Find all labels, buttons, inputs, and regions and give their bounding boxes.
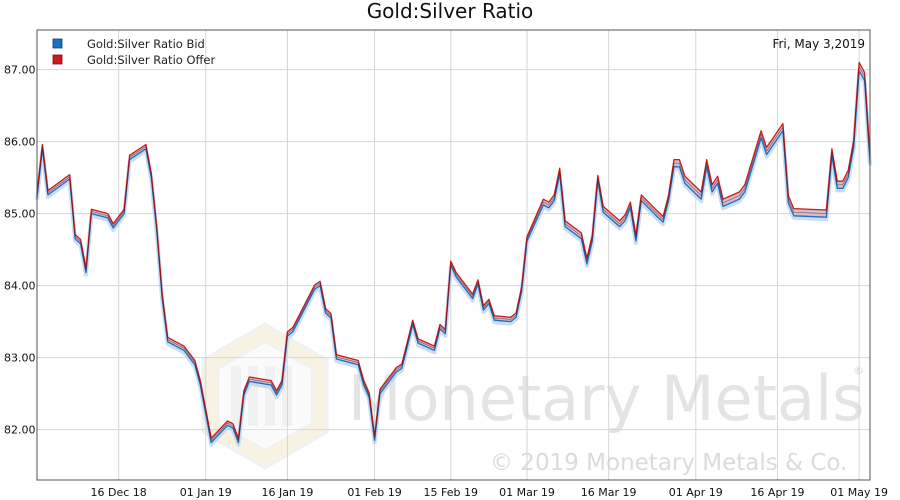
legend-swatch-bid xyxy=(52,38,63,49)
x-tick-label: 01 Jan 19 xyxy=(180,486,232,499)
date-label: Fri, May 3,2019 xyxy=(772,37,865,51)
x-tick-label: 01 May 19 xyxy=(830,486,888,499)
x-tick-label: 15 Feb 19 xyxy=(424,486,478,499)
plot-frame xyxy=(36,29,871,481)
series-line-offer xyxy=(36,61,871,439)
series-line-bid xyxy=(36,70,871,444)
x-tick-label: 16 Jan 19 xyxy=(261,486,313,499)
legend: Gold:Silver Ratio Bid Gold:Silver Ratio … xyxy=(52,37,216,67)
grid-lines xyxy=(37,30,870,480)
x-tick-label: 01 Feb 19 xyxy=(347,486,401,499)
y-tick-label: 86.00 xyxy=(4,136,36,149)
y-tick-label: 85.00 xyxy=(4,208,36,221)
watermark-brand: Monetary Metals xyxy=(348,362,865,435)
y-tick-label: 87.00 xyxy=(4,64,36,77)
y-axis: 82.00 83.00 84.00 85.00 86.00 87.00 xyxy=(4,64,36,437)
series-midline xyxy=(36,66,871,441)
legend-swatch-offer xyxy=(52,54,63,65)
x-axis: 16 Dec 18 01 Jan 19 16 Jan 19 01 Feb 19 15 F… xyxy=(91,486,888,499)
watermark-registered: ® xyxy=(853,364,864,377)
legend-label-offer: Gold:Silver Ratio Offer xyxy=(87,53,216,67)
series-layer xyxy=(35,61,872,447)
x-tick-label: 16 Apr 19 xyxy=(750,486,804,499)
x-tick-label: 16 Mar 19 xyxy=(581,486,637,499)
watermark-copyright: © 2019 Monetary Metals & Co. xyxy=(490,450,847,476)
x-tick-label: 16 Dec 18 xyxy=(91,486,147,499)
chart-title: Gold:Silver Ratio xyxy=(367,0,534,23)
y-tick-label: 82.00 xyxy=(4,424,36,437)
y-tick-label: 83.00 xyxy=(4,352,36,365)
y-tick-label: 84.00 xyxy=(4,280,36,293)
x-tick-label: 01 Apr 19 xyxy=(669,486,723,499)
plot-background xyxy=(37,30,870,480)
legend-label-bid: Gold:Silver Ratio Bid xyxy=(87,37,205,51)
x-tick-label: 01 Mar 19 xyxy=(499,486,555,499)
